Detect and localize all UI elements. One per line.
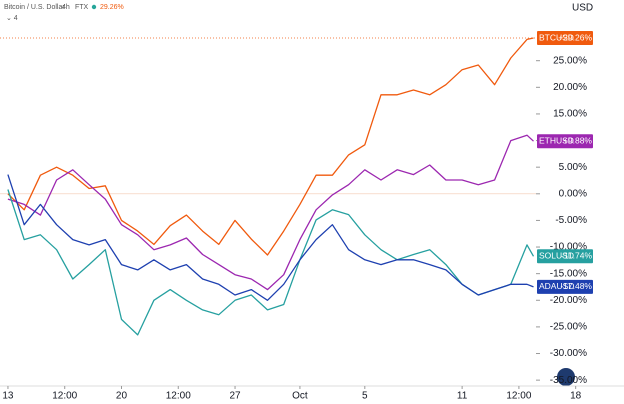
symbol-title: Bitcoin / U.S. Dollar [4,4,65,11]
collapse-icon[interactable]: ⌄ 4 [6,15,18,22]
y-tick-label: 5.00% [559,162,587,173]
status-dot [91,4,97,10]
y-tick-label: -30.00% [550,348,587,359]
series-line [7,37,534,256]
x-tick-label: 12:00 [506,391,531,402]
x-tick-label: 13 [2,391,14,402]
y-tick-label: -20.00% [550,295,587,306]
exchange: FTX [75,4,89,11]
badge-name: BTCUSD [539,32,574,42]
header-change: 29.26% [100,4,124,11]
x-tick-label: 12:00 [166,391,191,402]
y-tick-label: 25.00% [553,55,587,66]
interval: 4h [62,4,70,11]
series-line [7,174,534,301]
last-value-badge [537,279,593,294]
badge-name: SOLUSD [539,251,574,261]
y-tick-label: -35.00% [550,375,587,386]
x-tick-label: 20 [116,391,128,402]
y-tick-label: -5.00% [555,215,587,226]
series-line [7,134,534,291]
y-tick-label: 15.00% [553,109,587,120]
x-tick-label: 18 [570,391,582,402]
last-value-badge [537,134,593,149]
badge-value: +29.26% [558,32,592,42]
badge-value: -11.74% [561,251,592,261]
badge-value: -17.48% [560,281,592,291]
x-tick-label: 5 [362,391,368,402]
y-tick-label: 0.00% [559,188,587,199]
badge-name: ETHUSD [539,135,574,145]
last-value-badge [537,249,593,264]
x-tick-label: 27 [229,391,241,402]
x-tick-label: 12:00 [52,391,77,402]
y-tick-label: -15.00% [550,268,587,279]
last-value-badge [537,31,593,46]
badge-value: +9.88% [563,135,593,145]
currency-label: USD [572,3,593,14]
y-tick-label: -10.00% [550,242,587,253]
y-tick-label: -25.00% [550,322,587,333]
x-tick-label: 11 [457,391,468,402]
y-tick-label: 20.00% [553,82,587,93]
series-line [7,189,535,336]
logo[interactable] [557,368,575,386]
badge-name: ADAUSD [539,281,574,291]
x-tick-label: Oct [292,391,308,402]
